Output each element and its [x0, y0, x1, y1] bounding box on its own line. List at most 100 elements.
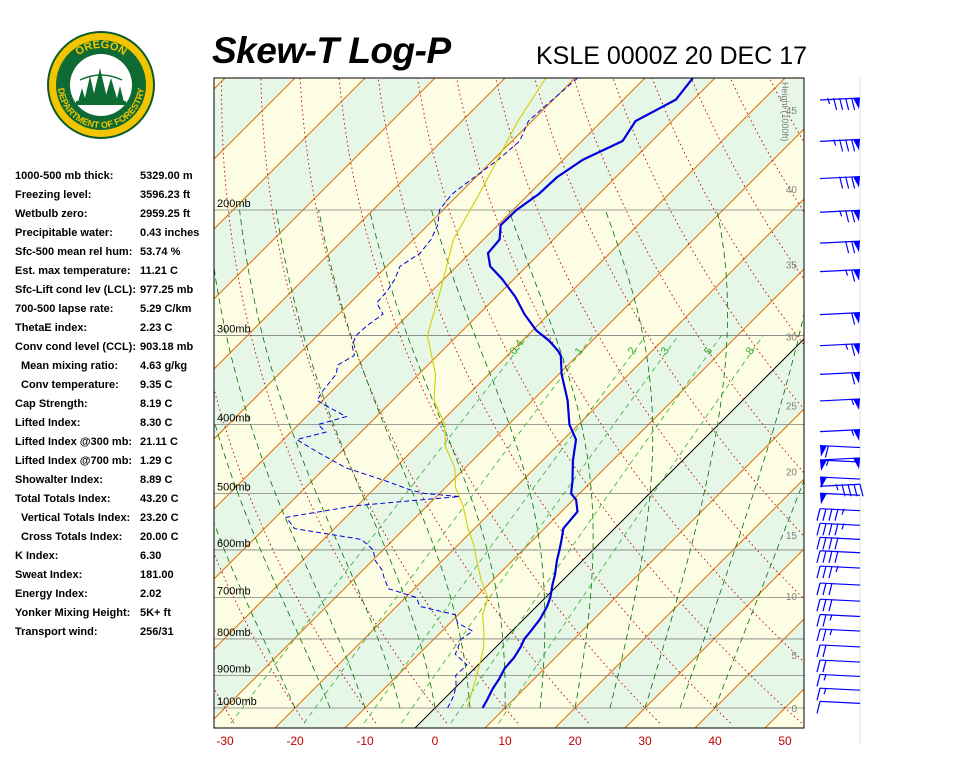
pressure-label: 900mb: [217, 663, 251, 675]
index-row: Transport wind: 256/31: [15, 626, 215, 645]
index-row: ThetaE index: 2.23 C: [15, 322, 215, 341]
pressure-label: 300mb: [217, 323, 251, 335]
x-tick-label: 0: [431, 734, 439, 748]
index-label: Mean mixing ratio:: [21, 360, 119, 372]
wind-barb: [819, 444, 861, 458]
index-value: 20.00 C: [140, 531, 179, 543]
index-label: Cross Totals Index:: [21, 531, 123, 543]
wind-barb: [816, 598, 861, 612]
index-value: 1.29 C: [140, 455, 173, 467]
wind-barb: [819, 209, 861, 223]
index-label: Vertical Totals Index:: [21, 512, 131, 524]
index-value: 21.11 C: [140, 436, 178, 448]
index-row: Sfc-500 mean rel hum: 53.74 %: [15, 246, 215, 265]
index-value: 43.20 C: [140, 493, 179, 505]
wind-barb: [816, 644, 861, 658]
index-row: Total Totals Index: 43.20 C: [15, 493, 215, 512]
pressure-label: 1000mb: [217, 696, 257, 708]
index-value: 8.19 C: [140, 398, 173, 410]
pressure-label: 200mb: [217, 198, 251, 210]
wind-barb: [819, 492, 861, 505]
index-value: 256/31: [140, 626, 174, 638]
index-label: Lifted Index @700 mb:: [15, 455, 133, 467]
wind-barb: [819, 457, 861, 469]
index-label: 1000-500 mb thick:: [15, 170, 114, 182]
index-row: Lifted Index @700 mb: 1.29 C: [15, 455, 215, 474]
x-tick-label: 20: [568, 734, 582, 748]
wind-barb: [819, 343, 861, 356]
wind-barb: [819, 175, 861, 189]
wind-barb: [819, 398, 861, 410]
index-row: Cross Totals Index: 20.00 C: [15, 531, 215, 550]
index-value: 977.25 mb: [140, 284, 194, 296]
index-value: 2.23 C: [140, 322, 173, 334]
pressure-label: 400mb: [217, 412, 251, 424]
index-label: Lifted Index:: [15, 417, 81, 429]
index-label: Transport wind:: [15, 626, 98, 638]
index-row: Conv cond level (CCL): 903.18 mb: [15, 341, 215, 360]
wind-barb: [816, 628, 861, 642]
chart-title: Skew-T Log-P: [212, 30, 451, 71]
wind-barb: [819, 97, 861, 111]
index-row: Est. max temperature: 11.21 C: [15, 265, 215, 284]
logo-top-text: OREGON: [73, 39, 128, 58]
index-row: Lifted Index @300 mb: 21.11 C: [15, 436, 215, 455]
x-tick-label: 40: [708, 734, 722, 748]
wind-barb: [816, 613, 861, 627]
x-tick-label: -20: [286, 734, 304, 748]
height-tick-label: 0: [791, 704, 797, 715]
pressure-label: 700mb: [217, 586, 251, 598]
index-row: 700-500 lapse rate: 5.29 C/km: [15, 303, 215, 322]
index-row: Sfc-Lift cond lev (LCL): 977.25 mb: [15, 284, 215, 303]
x-tick-label: 50: [778, 734, 792, 748]
height-tick-label: 40: [786, 185, 798, 196]
index-row: Mean mixing ratio: 4.63 g/kg: [15, 360, 215, 379]
index-label: Total Totals Index:: [15, 493, 111, 505]
plot-frame: [213, 77, 805, 729]
oregon-forestry-logo: OREGON DEPARTMENT OF FORESTRY: [47, 31, 155, 139]
index-value: 5329.00 m: [140, 170, 193, 182]
index-label: K Index:: [15, 550, 59, 562]
wind-barb: [819, 459, 861, 471]
wind-barb: [819, 138, 861, 152]
index-value: 6.30: [140, 550, 162, 562]
index-label: Conv temperature:: [21, 379, 119, 391]
wind-barb: [819, 476, 861, 489]
index-value: 5.29 C/km: [140, 303, 192, 315]
index-row: 1000-500 mb thick: 5329.00 m: [15, 170, 215, 189]
index-value: 903.18 mb: [140, 341, 194, 353]
height-tick-label: 45: [786, 106, 798, 117]
wind-barb: [819, 269, 861, 282]
index-label: Sfc-500 mean rel hum:: [15, 246, 133, 258]
pressure-label: 800mb: [217, 627, 251, 639]
wind-barb: [816, 522, 861, 536]
wind-barb: [816, 673, 861, 687]
wind-barb: [816, 550, 861, 563]
x-tick-label: -30: [216, 734, 234, 748]
index-label: Cap Strength:: [15, 398, 88, 410]
parcel-profile-line: [426, 78, 547, 709]
index-row: Vertical Totals Index: 23.20 C: [15, 512, 215, 531]
index-value: 2959.25 ft: [140, 208, 191, 220]
mixing-ratio-label: 3: [659, 345, 672, 357]
station-time-label: KSLE 0000Z 20 DEC 17: [536, 42, 807, 70]
wind-barb: [819, 371, 861, 385]
wind-barb: [819, 312, 861, 325]
index-value: 181.00: [140, 569, 174, 581]
index-value: 53.74 %: [140, 246, 181, 258]
stability-indices-panel: 1000-500 mb thick: 5329.00 m Freezing leve…: [15, 170, 215, 645]
index-row: Wetbulb zero: 2959.25 ft: [15, 208, 215, 227]
index-value: 4.63 g/kg: [140, 360, 188, 372]
index-row: K Index: 6.30: [15, 550, 215, 569]
index-row: Yonker Mixing Height: 5K+ ft: [15, 607, 215, 626]
index-label: 700-500 lapse rate:: [15, 303, 114, 315]
wind-barb: [816, 508, 861, 521]
x-tick-label: -10: [356, 734, 374, 748]
wind-barb: [819, 240, 861, 254]
index-row: Showalter Index: 8.89 C: [15, 474, 215, 493]
index-label: Wetbulb zero:: [15, 208, 88, 220]
wind-barb: [816, 700, 861, 714]
index-label: Conv cond level (CCL):: [15, 341, 137, 353]
